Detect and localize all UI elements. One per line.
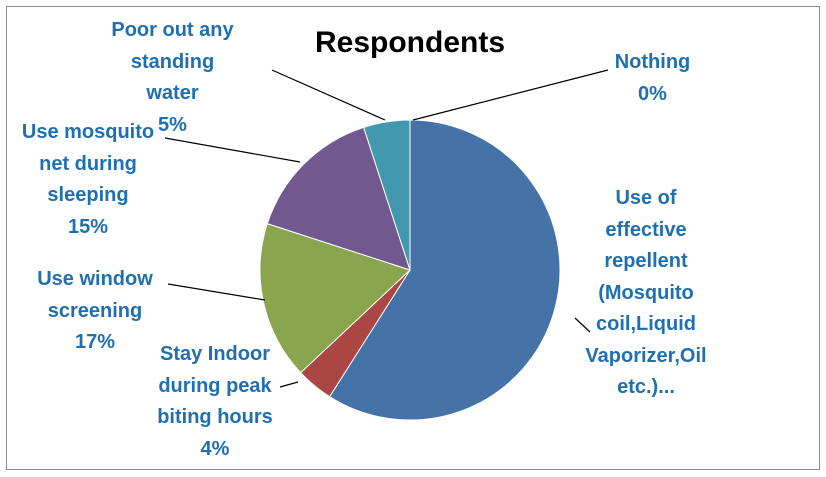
pie-slice-mosquito-net (266, 126, 411, 271)
slice-label-line: 0% (638, 82, 667, 105)
slice-label-line: 5% (158, 113, 187, 136)
slice-label-line: repellent (604, 250, 688, 272)
slice-label-line: Use window (37, 268, 153, 290)
chart-title: Respondents (314, 26, 506, 59)
slice-label-line: water (146, 82, 199, 104)
slice-label-mosquito-net: Use mosquito net during sleeping 15% (8, 117, 168, 243)
pie-slice-repellent (328, 119, 561, 421)
slice-label-line: 4% (200, 437, 230, 460)
slice-label-nothing: Nothing 0% (600, 47, 705, 110)
slice-label-line: net during (39, 152, 137, 175)
slice-label-line: sleeping (47, 184, 129, 206)
slice-label-line: 15% (67, 215, 109, 238)
slice-label-line: Poor out any (111, 19, 234, 41)
slice-label-line: screening (47, 299, 143, 322)
slice-label-line: Nothing (614, 51, 691, 73)
leader-line-repellent (574, 317, 591, 333)
slice-label-line: Stay Indoor (159, 343, 270, 365)
slice-label-stay-indoor: Stay Indoor during peak biting hours 4% (140, 339, 290, 465)
slice-label-window-screening: Use window screening 17% (15, 264, 175, 359)
pie-slice-window-screening (259, 223, 411, 374)
slice-label-line: biting hours (157, 406, 273, 428)
slice-label-line: Use of (615, 187, 677, 209)
slice-label-line: 17% (74, 331, 116, 353)
slice-label-line: Vaporizer,Oil (585, 344, 707, 367)
pie-slice-standing-water (363, 119, 411, 271)
slice-label-line: etc.)... (617, 376, 675, 398)
slice-label-line: (Mosquito (598, 281, 694, 304)
leader-line-nothing (412, 69, 609, 121)
slice-label-repellent: Use of effective repellent (Mosquito coil,Li… (566, 183, 726, 404)
leader-line-standing-water (271, 69, 386, 121)
leader-line-window-screening (167, 283, 266, 301)
slice-label-line: during peak (158, 374, 272, 397)
slice-label-line: effective (605, 218, 687, 241)
slice-label-standing-water: Poor out any standing water 5% (95, 15, 250, 141)
slice-label-line: Use mosquito (21, 121, 155, 143)
slice-label-line: coil,Liquid (596, 313, 696, 335)
leader-line-stay-indoor (279, 381, 299, 388)
slice-label-line: standing (130, 50, 215, 73)
leader-line-mosquito-net (164, 137, 301, 163)
